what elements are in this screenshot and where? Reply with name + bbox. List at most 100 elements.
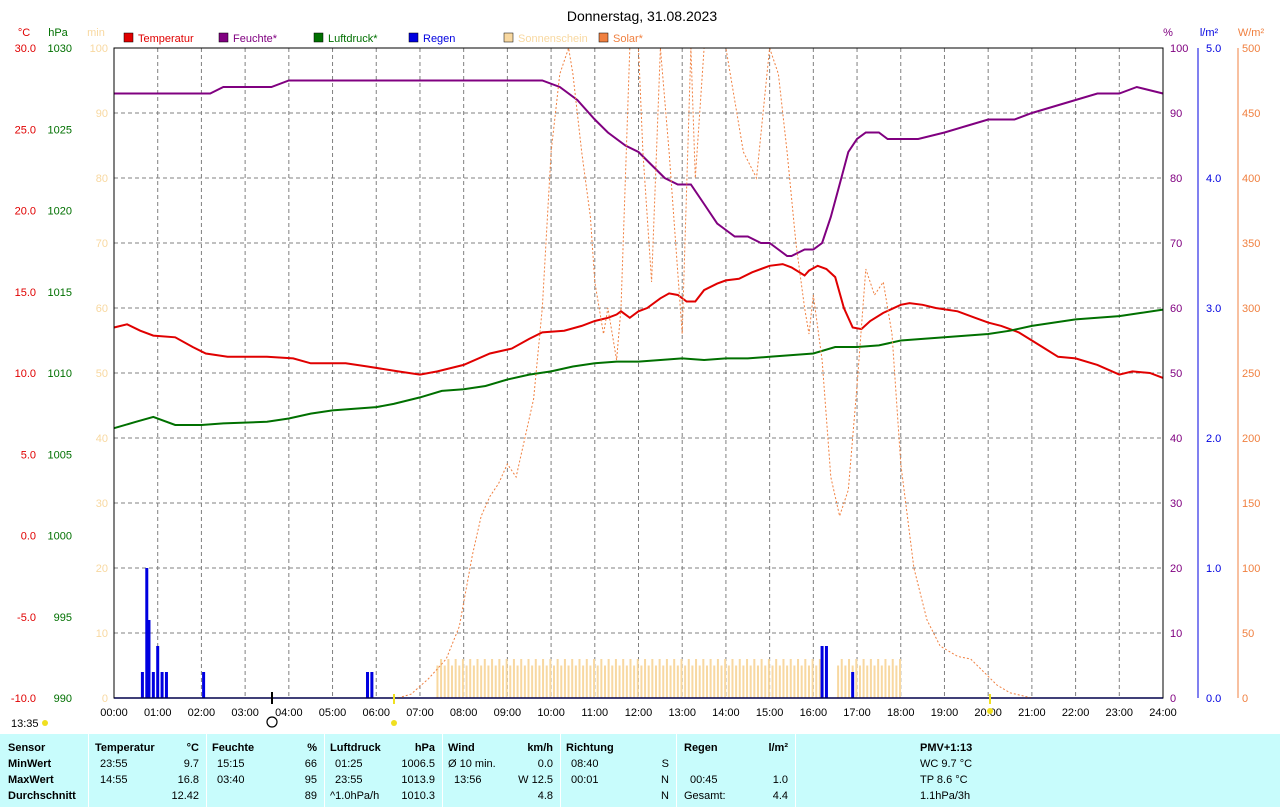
sunshine-bar: [877, 659, 880, 698]
sunshine-bar: [738, 659, 741, 698]
sunshine-bar: [443, 665, 446, 698]
sunshine-bar: [476, 659, 479, 698]
sunshine-bar: [793, 665, 796, 698]
stats-pmv-value: WC 9.7 °C: [920, 758, 973, 770]
hum-tick-label: 70: [1170, 238, 1182, 250]
x-tick-label: 07:00: [406, 707, 434, 719]
sunshine-bar: [749, 665, 752, 698]
rain-bar: [202, 672, 206, 698]
rain-bar: [820, 646, 824, 698]
stats-row-label: Durchschnitt: [8, 790, 76, 802]
sunshine-bar: [556, 659, 559, 698]
sunshine-bar: [505, 659, 508, 698]
sunshine-bar: [782, 659, 785, 698]
sunshine-bar: [764, 665, 767, 698]
solar-tick-label: 250: [1242, 368, 1260, 380]
sunshine-bar: [789, 659, 792, 698]
sunshine-bar: [651, 659, 654, 698]
sunshine-bar: [727, 665, 730, 698]
stats-press-time: 01:25: [335, 758, 363, 770]
sunshine-bar: [625, 665, 628, 698]
sunshine-bar: [676, 665, 679, 698]
sunshine-bar: [582, 665, 585, 698]
sunshine-bar: [633, 665, 636, 698]
sunshine-bar: [695, 659, 698, 698]
sun-tick-label: 10: [96, 628, 108, 640]
sunshine-bar: [756, 665, 759, 698]
sunshine-bar: [848, 659, 851, 698]
sunshine-bar: [520, 659, 523, 698]
x-tick-label: 14:00: [712, 707, 740, 719]
now-marker-circle: [266, 716, 278, 728]
stats-hum-value: 66: [304, 758, 317, 770]
temp-tick-label: 5.0: [21, 449, 36, 461]
sun-tick-label: 0: [102, 693, 108, 705]
sunshine-bar: [771, 665, 774, 698]
stats-temp-value: 12.42: [171, 790, 199, 802]
sunshine-bar: [800, 665, 803, 698]
stats-wind-unit: km/h: [527, 742, 553, 754]
legend-swatch: [408, 32, 419, 43]
series-line-feuchte: [114, 79, 1164, 257]
sunshine-bar: [869, 659, 872, 698]
sunshine-bar: [807, 665, 810, 698]
chart-legend: Temperatur Feuchte* Luftdruck* Regen Sonnens…: [123, 32, 644, 45]
sunset-marker: [987, 708, 993, 714]
sunshine-bar: [640, 665, 643, 698]
stats-dir-time: 00:01: [571, 774, 599, 786]
sunshine-bar: [629, 659, 632, 698]
rain-axis-unit: l/m²: [1200, 27, 1219, 39]
hum-tick-label: 40: [1170, 433, 1182, 445]
stats-press-value: 1010.3: [401, 790, 435, 802]
plot-frame: [113, 47, 1164, 699]
x-tick-label: 03:00: [231, 707, 259, 719]
axis-unit-labels: °C hPa min % l/m² W/m²: [18, 27, 1265, 39]
stats-pmv-header: PMV+1:13: [920, 742, 973, 754]
stats-press-header: Luftdruck: [330, 742, 381, 754]
time-label: 13:35: [11, 718, 39, 730]
stats-wind-value: 0.0: [537, 758, 553, 770]
stats-temp-value: 16.8: [177, 774, 199, 786]
sunshine-bar: [454, 659, 457, 698]
solar-tick-label: 500: [1242, 43, 1260, 55]
sunshine-bar: [742, 665, 745, 698]
solar-tick-label: 350: [1242, 238, 1260, 250]
sun-tick-label: 70: [96, 238, 108, 250]
rain-bar: [151, 672, 155, 698]
sunshine-bar: [658, 659, 661, 698]
weather-chart: Donnerstag, 31.08.2023 Temperatur Feuchte…: [11, 8, 1265, 730]
sunshine-bar: [487, 665, 490, 698]
sunshine-bar: [654, 665, 657, 698]
x-tick-label: 15:00: [756, 707, 784, 719]
legend-label: Luftdruck*: [328, 33, 378, 45]
press-tick-label: 990: [54, 693, 72, 705]
sun-tick-label: 50: [96, 368, 108, 380]
legend-swatch: [123, 32, 134, 43]
solar-tick-label: 0: [1242, 693, 1248, 705]
rain-bar: [824, 646, 828, 698]
press-tick-label: 1020: [48, 206, 72, 218]
rain-tick-label: 1.0: [1206, 563, 1221, 575]
sunshine-bar: [472, 665, 475, 698]
sunshine-bar: [509, 665, 512, 698]
temp-tick-label: -5.0: [17, 612, 36, 624]
sunshine-bar: [622, 659, 625, 698]
sun-tick-label: 20: [96, 563, 108, 575]
stats-dir-value: N: [661, 790, 669, 802]
sunshine-bar: [818, 659, 821, 698]
sunshine-bar: [578, 659, 581, 698]
temp-tick-label: 0.0: [21, 531, 36, 543]
legend-swatch: [598, 32, 609, 43]
press-tick-label: 995: [54, 612, 72, 624]
rain-tick-label: 5.0: [1206, 43, 1221, 55]
sunshine-bar: [804, 659, 807, 698]
x-tick-label: 02:00: [188, 707, 216, 719]
time-dot-icon: [42, 720, 48, 726]
x-tick-label: 17:00: [843, 707, 871, 719]
hum-tick-label: 30: [1170, 498, 1182, 510]
rain-bar: [147, 620, 151, 698]
temp-axis-unit: °C: [18, 27, 30, 39]
sunshine-bar: [724, 659, 727, 698]
stats-pmv-value: 1.1hPa/3h: [920, 790, 971, 802]
sunshine-bar: [563, 659, 566, 698]
